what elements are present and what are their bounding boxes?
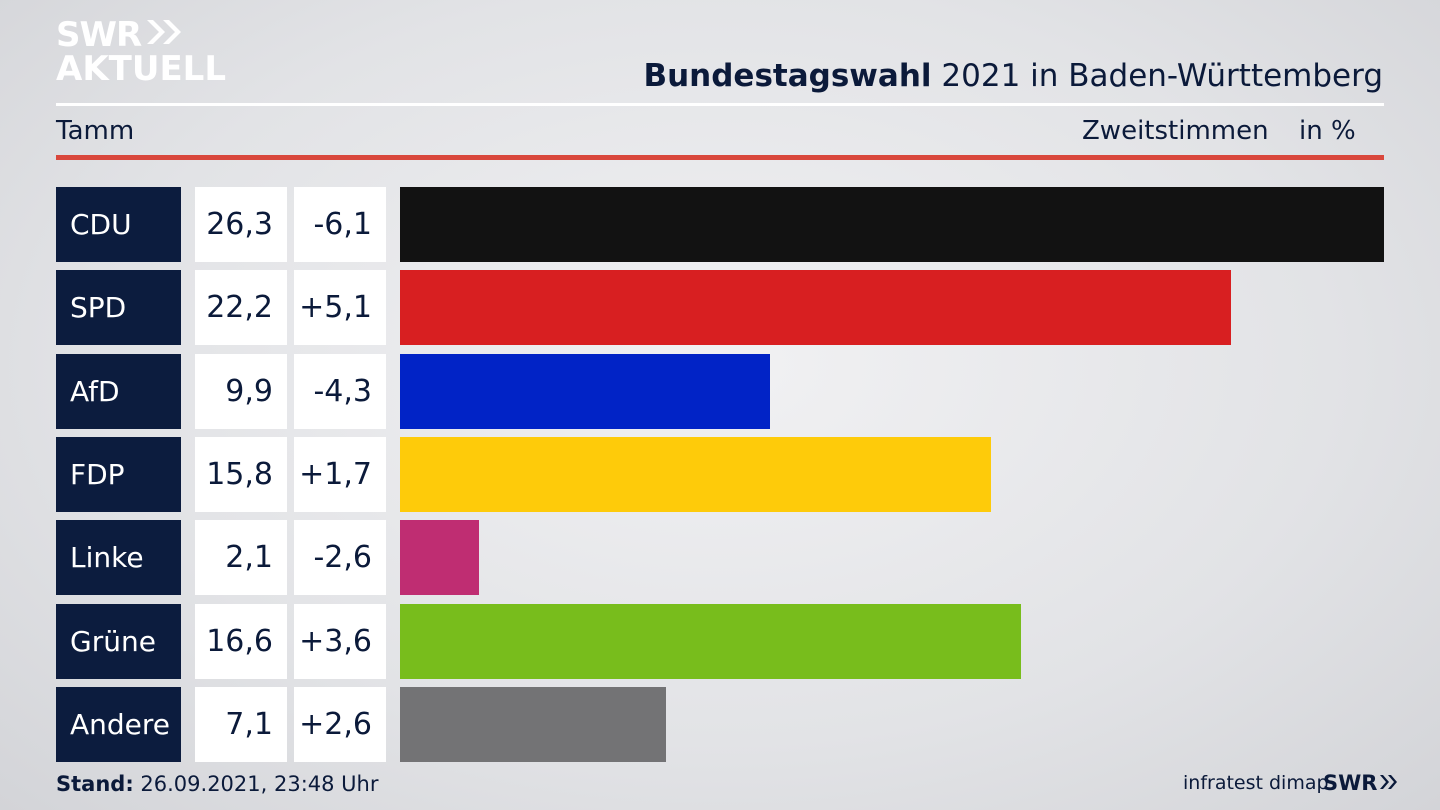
unit-label: in % (1299, 116, 1356, 146)
logo-aktuell-text: AKTUELL (56, 49, 227, 89)
party-label: Linke (56, 520, 181, 595)
bar (400, 604, 1021, 679)
value-label: 22,2 (195, 270, 287, 345)
value-label: 9,9 (195, 354, 287, 429)
party-label: CDU (56, 187, 181, 262)
bar (400, 437, 991, 512)
timestamp: Stand: 26.09.2021, 23:48 Uhr (56, 772, 379, 796)
party-label: Grüne (56, 604, 181, 679)
swr-aktuell-logo: SWR AKTUELL (56, 18, 226, 86)
party-label: AfD (56, 354, 181, 429)
value-label: 26,3 (195, 187, 287, 262)
diff-label: -6,1 (294, 187, 386, 262)
swr-small-text: SWR (1323, 771, 1378, 795)
metric-label: Zweitstimmen (1082, 116, 1269, 146)
party-label: SPD (56, 270, 181, 345)
bar (400, 687, 666, 762)
diff-label: -2,6 (294, 520, 386, 595)
diff-label: +1,7 (294, 437, 386, 512)
diff-label: +3,6 (294, 604, 386, 679)
stand-value: 26.09.2021, 23:48 Uhr (133, 772, 379, 796)
region-label: Tamm (56, 116, 135, 146)
bar (400, 520, 479, 595)
chart-title: Bundestagswahl 2021 in Baden-Württemberg (643, 58, 1383, 94)
diff-label: +2,6 (294, 687, 386, 762)
diff-label: +5,1 (294, 270, 386, 345)
header-divider (56, 103, 1384, 106)
diff-label: -4,3 (294, 354, 386, 429)
logo-swr-text: SWR (56, 15, 142, 55)
stand-label: Stand: (56, 772, 134, 796)
small-chevron-icon (1377, 771, 1399, 795)
bar (400, 354, 770, 429)
source-label: infratest dimap (1183, 772, 1329, 794)
value-label: 7,1 (195, 687, 287, 762)
bar (400, 270, 1231, 345)
red-divider (56, 155, 1384, 160)
title-bold: Bundestagswahl (643, 58, 932, 94)
double-chevron-icon (145, 18, 185, 52)
value-label: 16,6 (195, 604, 287, 679)
value-label: 15,8 (195, 437, 287, 512)
party-label: Andere (56, 687, 181, 762)
party-label: FDP (56, 437, 181, 512)
value-label: 2,1 (195, 520, 287, 595)
swr-small-logo: SWR (1323, 771, 1399, 795)
title-rest: 2021 in Baden-Württemberg (931, 58, 1383, 94)
bar (400, 187, 1384, 262)
